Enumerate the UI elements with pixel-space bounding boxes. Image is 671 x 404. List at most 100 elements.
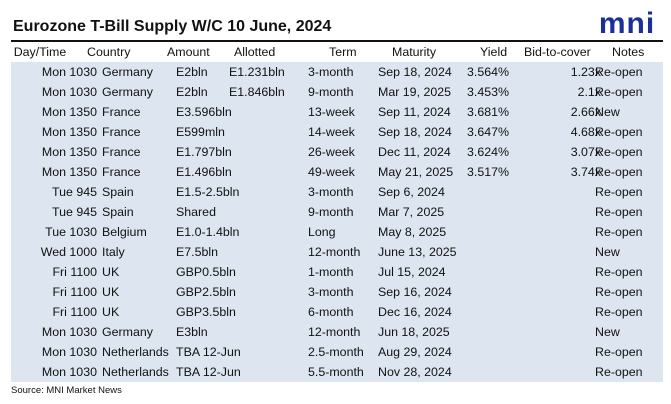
cell-maturity: Sep 18, 2024 xyxy=(378,65,452,79)
cell-term: 2.5-month xyxy=(308,345,364,359)
cell-notes: Re-open xyxy=(595,65,643,79)
column-header-country: Country xyxy=(87,45,131,59)
table-row: Mon 1030 Germany E2bln E1.846bln 9-month Mar … xyxy=(11,82,663,102)
table-body: Mon 1030 Germany E2bln E1.231bln 3-month Sep … xyxy=(11,62,663,382)
cell-country: Germany xyxy=(102,65,153,79)
table-row: Mon 1030 Germany E2bln E1.231bln 3-month Sep … xyxy=(11,62,663,82)
cell-bid-to-cover xyxy=(531,302,601,322)
cell-country: Germany xyxy=(102,325,153,339)
cell-bid-to-cover xyxy=(531,222,601,242)
cell-amount: TBA 12-Jun xyxy=(176,345,241,359)
cell-notes: Re-open xyxy=(595,85,643,99)
cell-yield xyxy=(467,342,531,362)
cell-day-time: Mon 1350 xyxy=(41,145,97,159)
cell-day-time: Mon 1030 xyxy=(41,325,97,339)
cell-country: France xyxy=(102,165,141,179)
cell-maturity: May 8, 2025 xyxy=(378,225,447,239)
cell-maturity: May 21, 2025 xyxy=(378,165,454,179)
cell-country: Spain xyxy=(102,205,134,219)
cell-yield: 3.624% xyxy=(467,145,510,159)
cell-notes: Re-open xyxy=(595,165,643,179)
cell-yield xyxy=(467,302,531,322)
cell-yield xyxy=(467,262,531,282)
table-row: Tue 945 Spain E1.5-2.5bln 3-month Sep 6, 202… xyxy=(11,182,663,202)
cell-bid-to-cover: 2.66x xyxy=(570,105,601,119)
cell-yield: 3.564% xyxy=(467,65,510,79)
cell-bid-to-cover: 3.74x xyxy=(570,165,601,179)
cell-amount: E1.797bln xyxy=(176,145,232,159)
cell-notes: Re-open xyxy=(595,265,643,279)
cell-amount: E2bln xyxy=(176,65,208,79)
cell-amount: TBA 12-Jun xyxy=(176,365,241,379)
cell-amount: GBP3.5bln xyxy=(176,305,236,319)
cell-country: Italy xyxy=(102,245,125,259)
cell-day-time: Tue 1030 xyxy=(45,225,97,239)
cell-notes: New xyxy=(595,105,620,119)
cell-country: UK xyxy=(102,285,120,299)
cell-amount: E599mln xyxy=(176,125,225,139)
cell-country: UK xyxy=(102,305,120,319)
cell-term: 14-week xyxy=(308,125,355,139)
cell-maturity: Dec 11, 2024 xyxy=(378,145,451,159)
cell-allotted xyxy=(229,162,309,182)
table-row: Mon 1030 Netherlands TBA 12-Jun 2.5-month Au… xyxy=(11,342,663,362)
cell-allotted xyxy=(229,102,309,122)
table-title: Eurozone T-Bill Supply W/C 10 June, 2024 xyxy=(13,18,332,35)
table-row: Mon 1030 Germany E3bln 12-month Jun 18, 2025… xyxy=(11,322,663,342)
cell-maturity: Sep 18, 2024 xyxy=(378,125,452,139)
cell-maturity: Jul 15, 2024 xyxy=(378,265,446,279)
cell-yield: 3.453% xyxy=(467,85,510,99)
cell-allotted xyxy=(229,322,309,342)
cell-allotted: E1.231bln xyxy=(229,65,285,79)
cell-day-time: Wed 1000 xyxy=(40,245,97,259)
cell-bid-to-cover xyxy=(531,202,601,222)
cell-allotted xyxy=(229,362,309,382)
cell-term: 5.5-month xyxy=(308,365,364,379)
cell-maturity: Nov 28, 2024 xyxy=(378,365,452,379)
cell-yield: 3.647% xyxy=(467,125,510,139)
cell-day-time: Mon 1030 xyxy=(41,85,97,99)
cell-amount: Shared xyxy=(176,205,216,219)
cell-notes: New xyxy=(595,325,620,339)
cell-bid-to-cover xyxy=(531,322,601,342)
table-body-background xyxy=(11,62,663,382)
cell-yield xyxy=(467,222,531,242)
cell-maturity: Dec 16, 2024 xyxy=(378,305,452,319)
cell-allotted: E1.846bln xyxy=(229,85,285,99)
cell-bid-to-cover xyxy=(531,342,601,362)
cell-notes: Re-open xyxy=(595,125,643,139)
cell-term: 26-week xyxy=(308,145,355,159)
cell-country: Belgium xyxy=(102,225,147,239)
cell-country: UK xyxy=(102,265,120,279)
table-row: Mon 1350 France E599mln 14-week Sep 18, 2024… xyxy=(11,122,663,142)
cell-day-time: Tue 945 xyxy=(51,185,97,199)
cell-bid-to-cover: 3.07x xyxy=(570,145,601,159)
cell-yield xyxy=(467,322,531,342)
cell-maturity: Sep 6, 2024 xyxy=(378,185,445,199)
cell-notes: Re-open xyxy=(595,305,643,319)
cell-amount: E1.0-1.4bln xyxy=(176,225,240,239)
cell-day-time: Mon 1030 xyxy=(41,65,97,79)
cell-yield xyxy=(467,202,531,222)
cell-term: 6-month xyxy=(308,305,354,319)
cell-country: France xyxy=(102,105,141,119)
cell-yield: 3.517% xyxy=(467,165,510,179)
cell-day-time: Mon 1350 xyxy=(41,165,97,179)
cell-maturity: Jun 18, 2025 xyxy=(378,325,450,339)
table-row: Wed 1000 Italy E7.5bln 12-month June 13, 202… xyxy=(11,242,663,262)
cell-bid-to-cover: 1.23x xyxy=(570,65,601,79)
cell-country: Netherlands xyxy=(102,365,169,379)
cell-allotted xyxy=(229,282,309,302)
column-header-amount: Amount xyxy=(167,45,210,59)
cell-bid-to-cover: 4.68x xyxy=(570,125,601,139)
cell-amount: E1.5-2.5bln xyxy=(176,185,240,199)
column-header-yield: Yield xyxy=(480,45,508,59)
cell-bid-to-cover: 2.1x xyxy=(577,85,601,99)
column-header-bid-to-cover: Bid-to-cover xyxy=(524,45,591,59)
column-header-allotted: Allotted xyxy=(234,45,276,59)
column-header-maturity: Maturity xyxy=(392,45,437,59)
cell-maturity: June 13, 2025 xyxy=(378,245,457,259)
table-row: Mon 1350 France E1.797bln 26-week Dec 11, 20… xyxy=(11,142,663,162)
table-row: Mon 1350 France E1.496bln 49-week May 21, 20… xyxy=(11,162,663,182)
column-header-day-time: Day/Time xyxy=(13,45,67,59)
